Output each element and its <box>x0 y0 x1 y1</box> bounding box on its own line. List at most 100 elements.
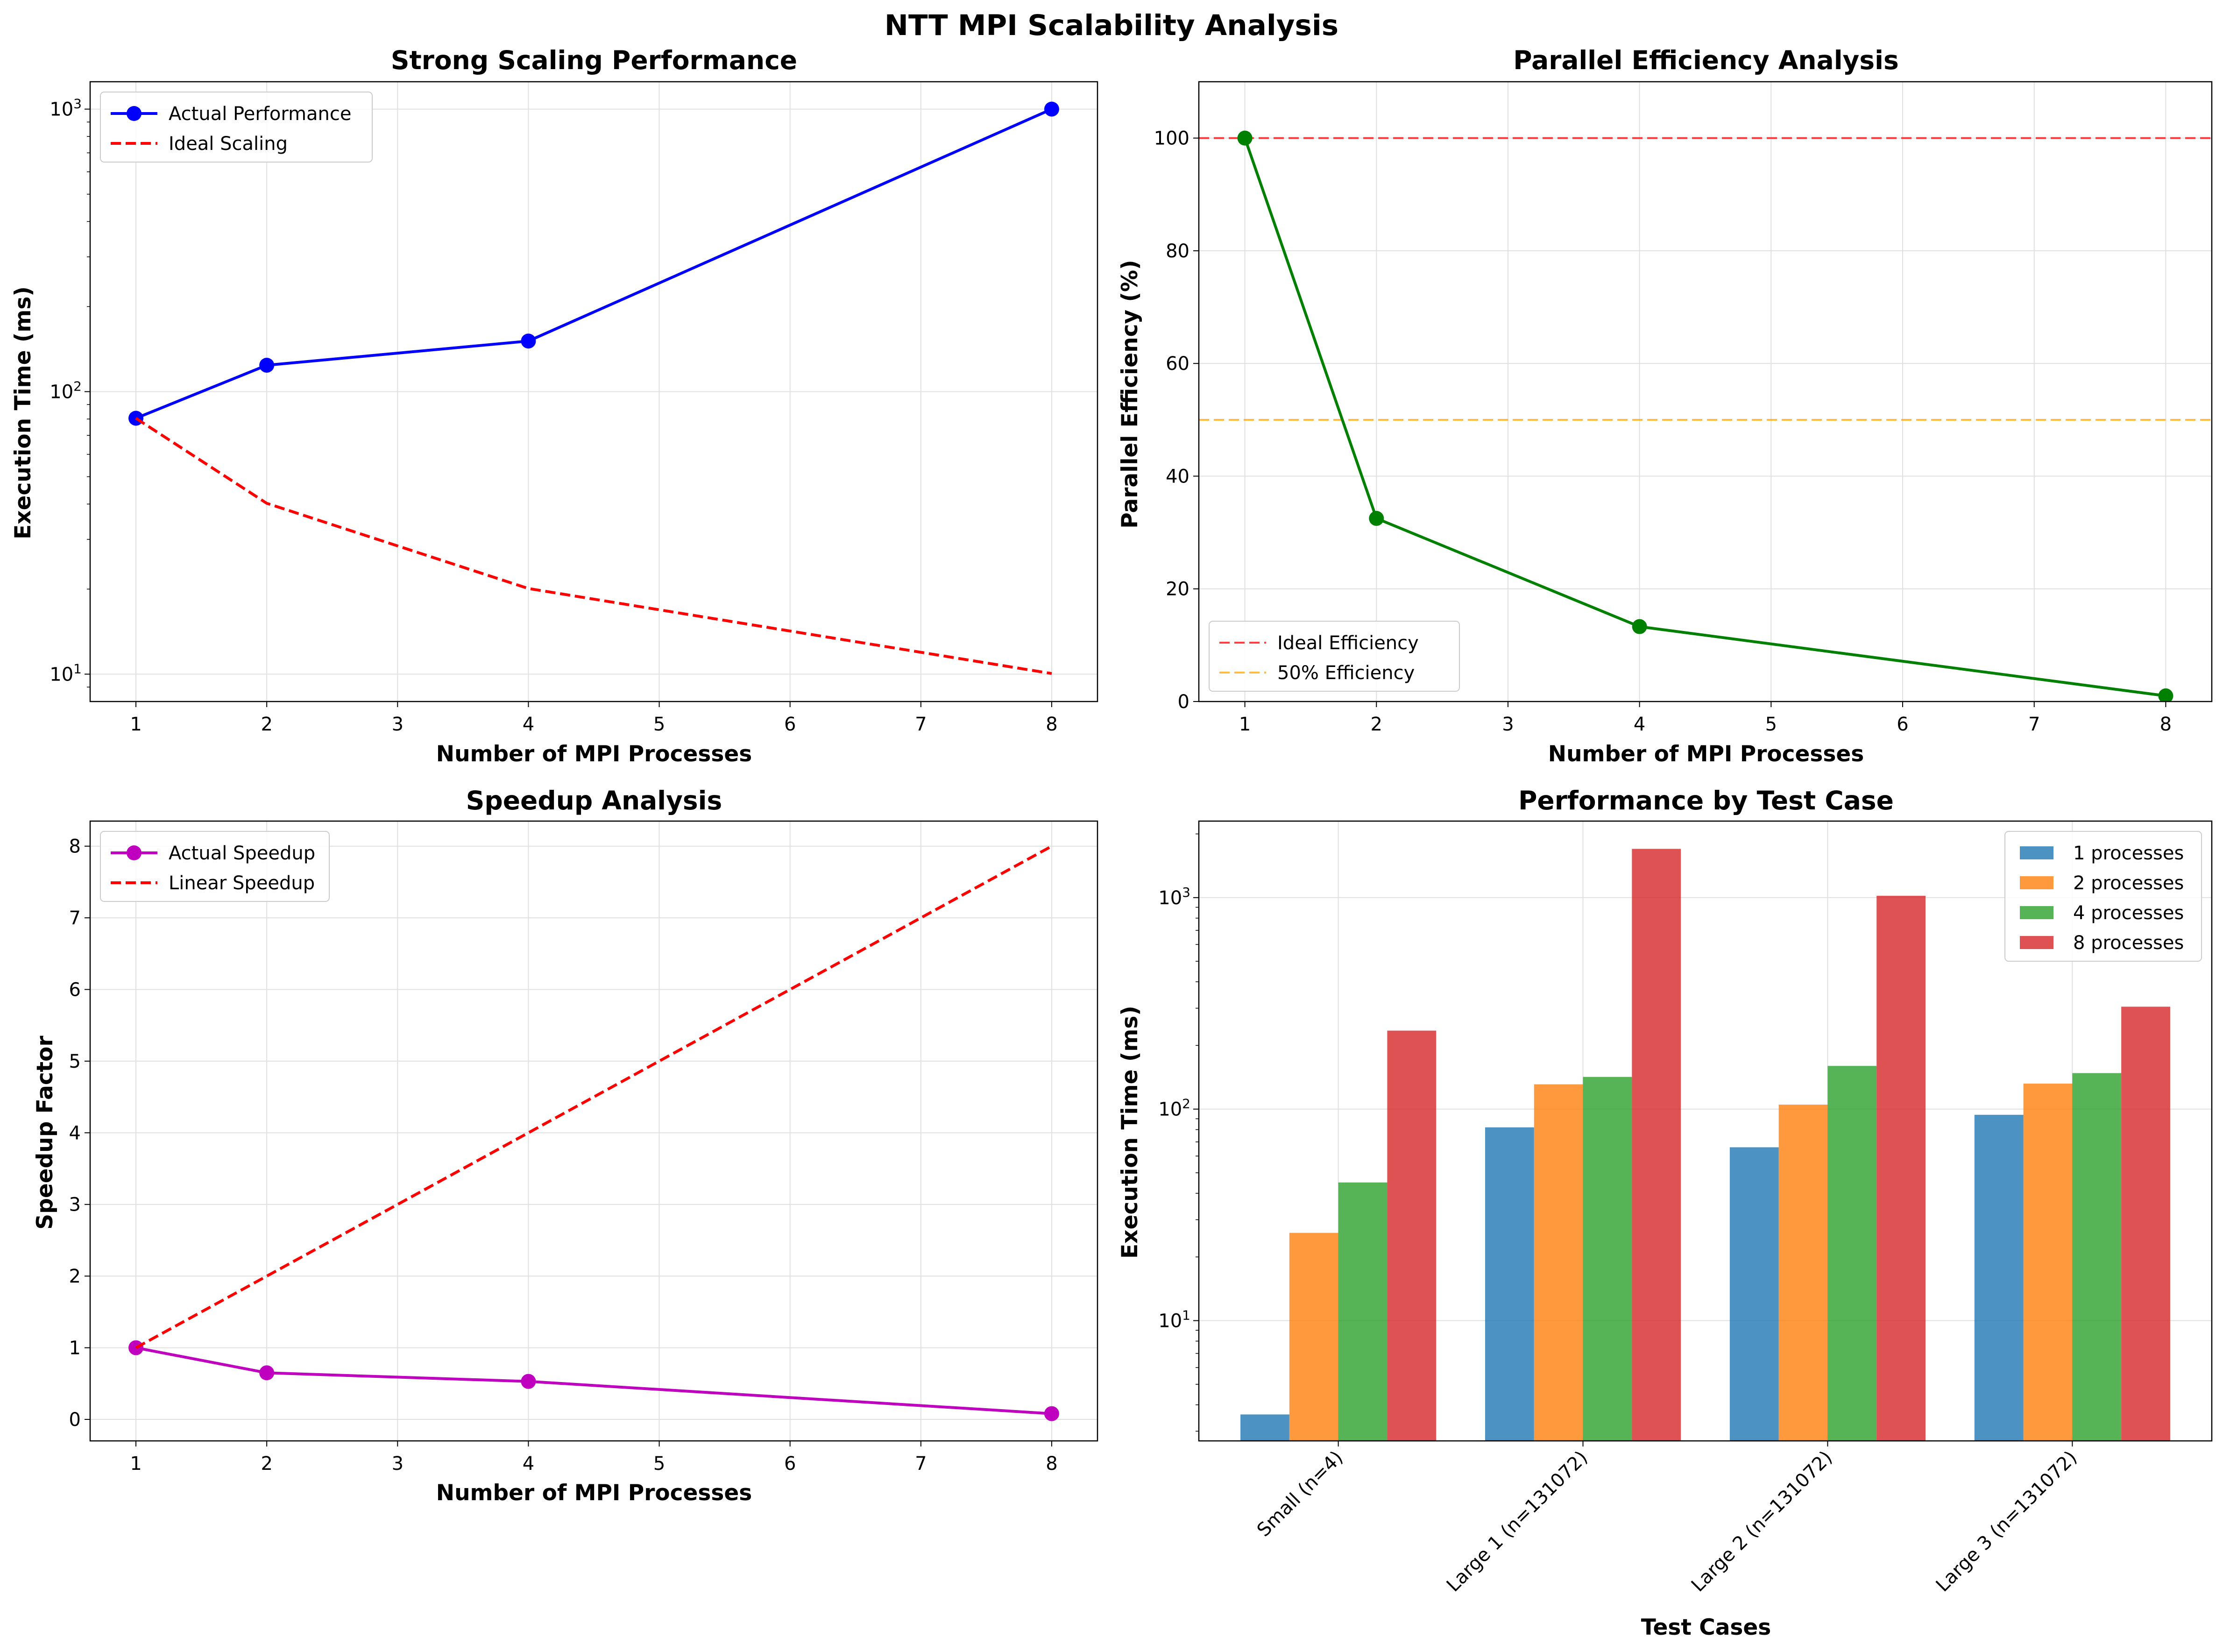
p1-y-tick-label: 80 <box>1166 241 1189 262</box>
p3-legend-swatch <box>2020 876 2053 889</box>
strong-scaling-xlabel: Number of MPI Processes <box>436 741 752 767</box>
p2-y-tick-label: 0 <box>69 1409 81 1431</box>
test-case-xlabel: Test Cases <box>1641 1615 1771 1640</box>
p1-data-point <box>2158 688 2173 702</box>
p1-data-point <box>1369 510 1384 526</box>
p2-legend-label: Linear Speedup <box>169 872 315 894</box>
p2-legend-box <box>100 831 330 902</box>
speedup-panel: Speedup Analysis Number of MPI Processes… <box>32 786 1098 1506</box>
p3-bar <box>2023 1084 2073 1441</box>
p1-x-tick-label: 7 <box>2028 714 2040 735</box>
p3-legend-label: 4 processes <box>2073 902 2184 924</box>
p2-y-tick-label: 3 <box>69 1194 81 1216</box>
p0-x-tick-label: 3 <box>392 714 404 735</box>
p2-y-tick-label: 1 <box>69 1338 81 1359</box>
p2-plot-area <box>128 845 1059 1421</box>
p0-x-tick-label: 8 <box>1046 714 1057 735</box>
p3-legend-swatch <box>2020 846 2053 859</box>
p1-series-line <box>1243 137 2166 697</box>
p3-legend-box <box>2004 831 2202 962</box>
p0-y-tick-label: 101 <box>50 661 82 685</box>
p1-legend-label: 50% Efficiency <box>1277 662 1415 684</box>
p0-series-line <box>135 107 1053 420</box>
p3-bar <box>1240 1414 1289 1441</box>
p2-y-tick-label: 5 <box>69 1051 81 1072</box>
p1-x-tick-label: 3 <box>1502 714 1514 735</box>
p3-bar <box>1387 1030 1437 1441</box>
p3-legend-swatch <box>2020 936 2053 949</box>
test-case-panel: Performance by Test Case Test Cases Exec… <box>1117 786 2213 1640</box>
p2-y-tick-label: 8 <box>69 836 81 858</box>
strong-scaling-ylabel: Execution Time (ms) <box>10 286 36 539</box>
p3-bar <box>1827 1066 1877 1441</box>
p1-axes-frame <box>1198 81 2213 702</box>
p3-legend-label: 8 processes <box>2073 932 2184 954</box>
p2-legend-label: Actual Speedup <box>169 843 315 864</box>
p2-grid <box>90 821 1097 1441</box>
speedup-xlabel: Number of MPI Processes <box>436 1480 752 1506</box>
p2-x-tick-label: 2 <box>261 1453 272 1475</box>
p3-bar <box>1876 895 1926 1441</box>
p3-y-tick-label: 101 <box>1158 1307 1190 1332</box>
p2-x-tick-label: 6 <box>784 1453 796 1475</box>
p0-plot-area <box>128 101 1059 675</box>
p0-data-point <box>521 333 536 349</box>
p1-x-tick-label: 5 <box>1765 714 1777 735</box>
p3-bar <box>1485 1127 1534 1441</box>
p3-y-tick-label: 103 <box>1158 885 1190 909</box>
p2-series-line <box>135 845 1053 1349</box>
p2-x-tick-label: 8 <box>1046 1453 1057 1475</box>
p0-data-point <box>1044 101 1059 117</box>
p0-data-point <box>259 357 275 373</box>
p1-x-tick-label: 1 <box>1239 714 1251 735</box>
p1-grid <box>1199 82 2212 702</box>
test-case-title: Performance by Test Case <box>1518 786 1894 815</box>
p3-bar <box>2072 1073 2122 1441</box>
p1-x-tick-label: 6 <box>1897 714 1908 735</box>
p0-grid <box>90 82 1097 702</box>
p2-x-tick-label: 1 <box>130 1453 142 1475</box>
p0-legend-label: Actual Performance <box>169 103 352 125</box>
figure-title: NTT MPI Scalability Analysis <box>885 9 1338 42</box>
p0-series-line <box>135 417 1052 675</box>
p2-y-tick-label: 6 <box>69 979 81 1001</box>
parallel-efficiency-title: Parallel Efficiency Analysis <box>1513 45 1898 75</box>
p3-category-label: Large 1 (n=131072) <box>1443 1447 1592 1596</box>
p3-bar <box>1534 1084 1583 1441</box>
p0-legend-label: Ideal Scaling <box>169 133 288 155</box>
p3-category-label: Small (n=4) <box>1253 1447 1347 1541</box>
p3-legend: 1 processes 2 processes 4 processes 8 proce… <box>2004 831 2202 962</box>
p2-legend-marker <box>127 845 142 860</box>
parallel-efficiency-ylabel: Parallel Efficiency (%) <box>1117 260 1143 528</box>
p1-legend-box <box>1209 621 1460 692</box>
p2-data-point <box>521 1374 536 1389</box>
p0-x-tick-label: 5 <box>653 714 665 735</box>
p1-legend-label: Ideal Efficiency <box>1277 632 1419 654</box>
p2-x-tick-label: 4 <box>523 1453 534 1475</box>
p2-y-tick-label: 7 <box>69 908 81 929</box>
p3-category-label: Large 3 (n=131072) <box>1932 1447 2081 1596</box>
p3-legend-swatch <box>2020 906 2053 919</box>
p0-x-tick-label: 6 <box>784 714 796 735</box>
p1-y-tick-label: 0 <box>1178 691 1189 713</box>
p3-bar <box>1289 1233 1338 1441</box>
p2-data-point <box>259 1365 275 1381</box>
p1-legend: Ideal Efficiency 50% Efficiency <box>1209 621 1460 692</box>
p3-axes-frame <box>1198 820 2213 1442</box>
p3-y-tick-label: 102 <box>1158 1096 1190 1120</box>
p2-axes-frame <box>89 820 1098 1442</box>
p3-legend-label: 1 processes <box>2073 843 2184 864</box>
p2-x-tick-label: 7 <box>915 1453 927 1475</box>
p0-x-tick-label: 4 <box>523 714 534 735</box>
test-case-ylabel: Execution Time (ms) <box>1117 1006 1143 1259</box>
parallel-efficiency-panel: Parallel Efficiency Analysis Number of M… <box>1117 45 2213 767</box>
p3-bar <box>1729 1147 1779 1441</box>
p1-data-point <box>1237 130 1253 146</box>
p0-legend: Actual Performance Ideal Scaling <box>100 92 373 163</box>
p2-series-line <box>135 1346 1052 1415</box>
p1-y-tick-label: 20 <box>1166 579 1189 600</box>
p1-y-tick-label: 40 <box>1166 466 1189 487</box>
p2-x-tick-label: 5 <box>653 1453 665 1475</box>
p1-y-tick-label: 60 <box>1166 353 1189 375</box>
